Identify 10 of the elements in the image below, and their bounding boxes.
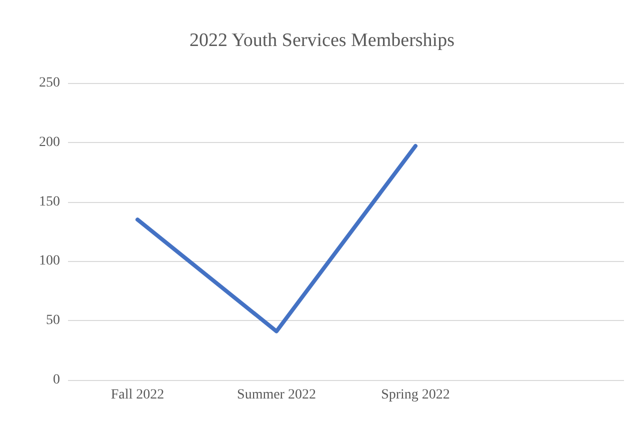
y-tick-label: 0 (53, 372, 60, 388)
y-tick-label: 200 (39, 134, 60, 150)
x-tick-label: Fall 2022 (110, 388, 164, 402)
y-tick-label: 250 (39, 76, 60, 90)
x-tick-label: Summer 2022 (237, 388, 316, 402)
chart-title: 2022 Youth Services Memberships (190, 30, 454, 51)
y-tick-label: 100 (39, 254, 60, 269)
x-tick-label: Spring 2022 (381, 388, 450, 402)
y-tick-label: 50 (46, 313, 60, 328)
y-tick-label: 150 (39, 194, 60, 210)
